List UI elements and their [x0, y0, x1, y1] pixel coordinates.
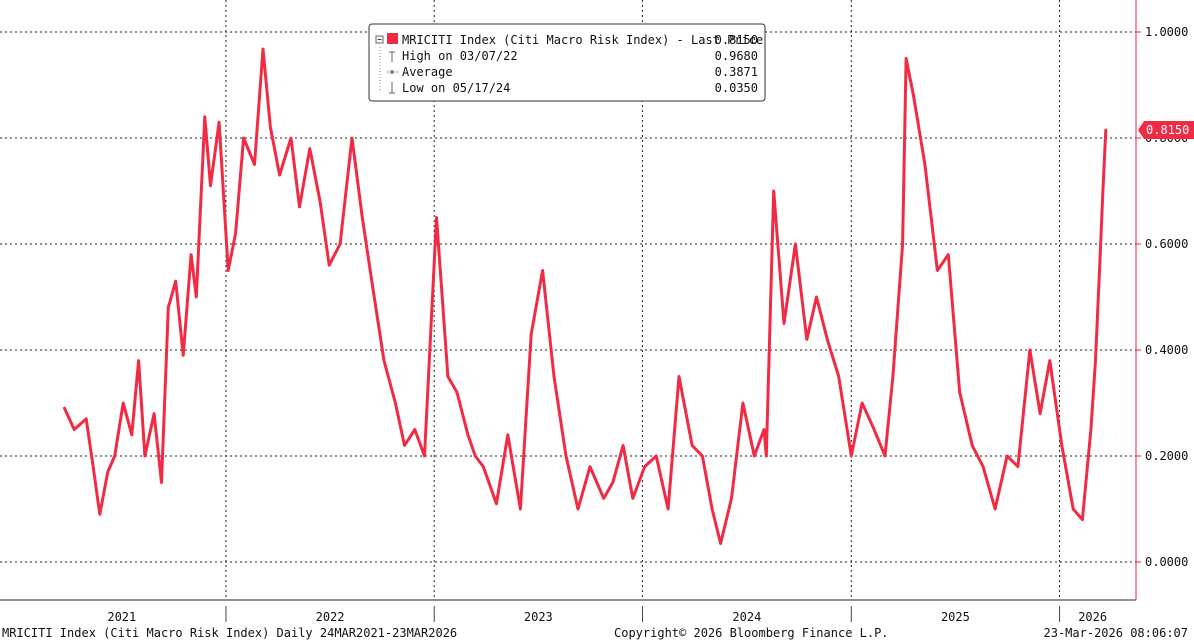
- legend-low-value: 0.0350: [715, 81, 758, 95]
- low-marker-icon: [389, 82, 395, 94]
- legend-average-value: 0.3871: [715, 65, 758, 79]
- y-tick-label: 0.0000: [1145, 555, 1188, 569]
- y-tick-label: 0.6000: [1145, 237, 1188, 251]
- legend-box: [368, 23, 766, 102]
- series-line-mriciti: [63, 47, 1108, 545]
- legend: MRICITI Index (Citi Macro Risk Index) - …: [368, 23, 766, 102]
- x-year-label: 2026: [1078, 610, 1107, 624]
- last-price-tag: 0.8150: [1138, 121, 1194, 140]
- legend-series-title: MRICITI Index (Citi Macro Risk Index) - …: [402, 33, 763, 47]
- average-marker-icon: [387, 70, 398, 74]
- legend-high-label: High on 03/07/22: [402, 49, 518, 63]
- legend-low-label: Low on 05/17/24: [402, 81, 510, 95]
- y-tick-label: 0.2000: [1145, 449, 1188, 463]
- last-price-tag-bg: [1138, 121, 1194, 140]
- high-marker-icon: [389, 51, 395, 62]
- gridlines: [0, 31, 1136, 563]
- legend-series-value: 0.8150: [715, 33, 758, 47]
- x-axis-year-labels: 2021 2022 2023 2024 2025 2026: [107, 610, 1107, 624]
- y-tick-label: 0.4000: [1145, 343, 1188, 357]
- last-price-tag-label: 0.8150: [1146, 123, 1189, 137]
- footer-description: MRICITI Index (Citi Macro Risk Index) Da…: [2, 626, 458, 640]
- x-year-label: 2022: [316, 610, 345, 624]
- x-year-label: 2023: [524, 610, 553, 624]
- x-year-label: 2024: [732, 610, 761, 624]
- legend-high-value: 0.9680: [715, 49, 758, 63]
- x-year-label: 2021: [107, 610, 136, 624]
- y-tick-label: 1.0000: [1145, 25, 1188, 39]
- legend-series-swatch: [387, 33, 398, 44]
- footer-timestamp: 23-Mar-2026 08:06:07: [1043, 626, 1189, 640]
- footer-copyright: Copyright© 2026 Bloomberg Finance L.P.: [614, 626, 889, 640]
- legend-average-label: Average: [402, 65, 453, 79]
- x-year-label: 2025: [941, 610, 970, 624]
